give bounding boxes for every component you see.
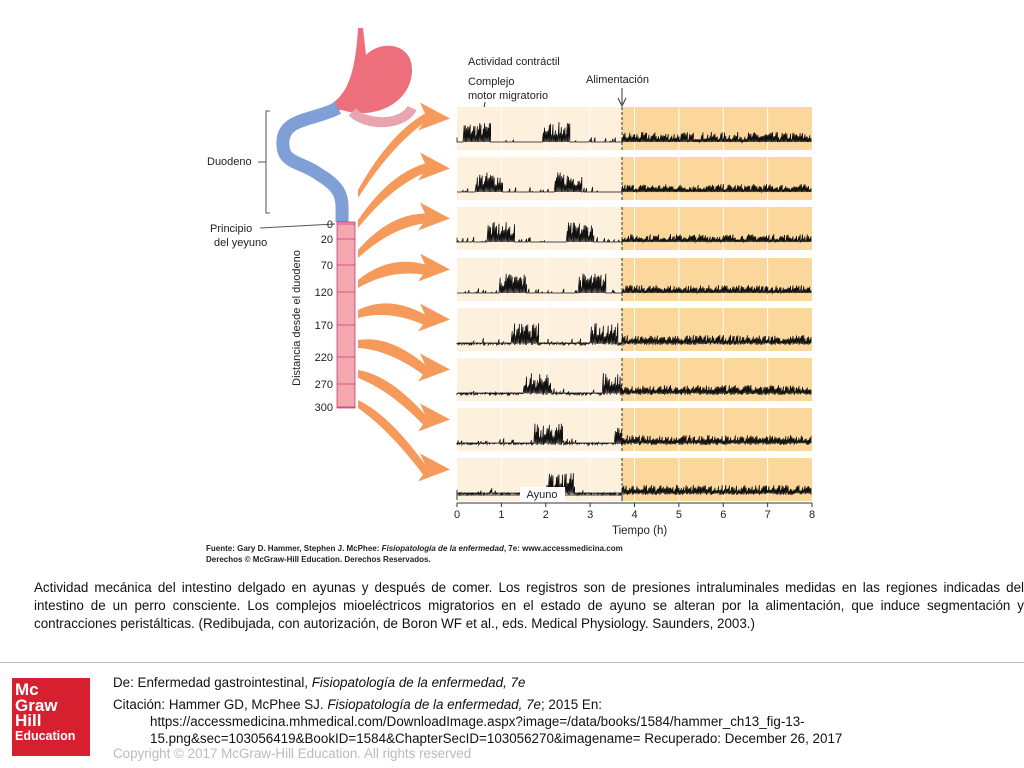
logo-text: Mc xyxy=(15,680,39,699)
logo-text: Education xyxy=(15,728,76,743)
time-tick-label: 7 xyxy=(765,509,771,521)
from-line: De: Enfermedad gastrointestinal, Fisiopa… xyxy=(113,675,526,690)
time-tick-label: 2 xyxy=(543,509,549,521)
time-tick-label: 4 xyxy=(631,509,637,521)
distance-label: 270 xyxy=(315,379,333,391)
fasting-region xyxy=(457,157,622,200)
time-tick-label: 0 xyxy=(454,509,460,521)
fasting-region xyxy=(457,207,622,250)
jejunum-bar xyxy=(336,221,356,409)
mmc-label: Complejo xyxy=(468,76,514,88)
arrow xyxy=(358,152,450,228)
time-tick-label: 3 xyxy=(587,509,593,521)
distance-label: 20 xyxy=(321,234,333,246)
time-axis-label: Tiempo (h) xyxy=(612,525,667,537)
pressure-trace xyxy=(457,273,812,295)
fed-region xyxy=(622,107,812,150)
pressure-trace xyxy=(456,373,812,397)
logo-text: Graw xyxy=(15,695,58,715)
duodenum-label: Duodeno xyxy=(207,156,252,168)
url: https://accessmedicina.mhmedical.com/Dow… xyxy=(150,714,805,729)
stomach-lower xyxy=(348,105,417,128)
distance-label: 70 xyxy=(321,260,333,272)
arrow xyxy=(358,303,450,332)
copyright: Copyright © 2017 McGraw-Hill Education. … xyxy=(113,746,472,761)
source-rights: Derechos © McGraw-Hill Education. Derech… xyxy=(206,555,431,564)
citation: Citación: Hammer GD, McPhee SJ. Fisiopat… xyxy=(113,697,603,712)
arrow xyxy=(358,400,450,482)
time-tick-label: 1 xyxy=(498,509,504,521)
arrow xyxy=(358,253,450,288)
figure: Duodeno Principio del yeyuno Distancia d… xyxy=(206,28,815,564)
jejunum-label: del yeyuno xyxy=(214,237,267,249)
distance-axis-label: Distancia desde el duodeno xyxy=(291,250,303,386)
logo: Mc Graw Hill Education xyxy=(12,678,90,756)
arrow xyxy=(358,370,450,432)
pressure-trace xyxy=(457,172,812,194)
duodenum xyxy=(276,102,349,223)
divider xyxy=(0,662,1024,663)
mmc-label: motor migratorio xyxy=(468,90,548,102)
pressure-trace xyxy=(456,473,812,497)
jejunum-pointer xyxy=(259,223,336,229)
distance-label: 170 xyxy=(315,320,333,332)
fed-region xyxy=(622,308,812,351)
logo-text: Hill xyxy=(15,711,42,730)
distance-label: 120 xyxy=(315,287,333,299)
pressure-trace xyxy=(456,323,812,347)
arrow xyxy=(358,339,450,382)
feeding-arrow xyxy=(617,88,627,108)
fed-region xyxy=(622,157,812,200)
pressure-trace xyxy=(456,423,812,447)
caption: Actividad mecánica del intestino delgado… xyxy=(34,580,1024,631)
time-tick-label: 5 xyxy=(676,509,682,521)
fasting-region xyxy=(457,408,622,451)
fed-region xyxy=(622,258,812,301)
pressure-trace xyxy=(456,221,812,244)
jejunum-label: Principio xyxy=(210,223,252,235)
duodenum-bracket xyxy=(258,110,270,214)
pressure-trace xyxy=(456,122,812,144)
distance-label: 300 xyxy=(315,402,333,414)
time-tick-label: 6 xyxy=(720,509,726,521)
distance-label: 0 xyxy=(327,219,333,231)
fasting-label: Ayuno xyxy=(527,489,558,501)
arrow xyxy=(358,202,450,258)
source: Fuente: Gary D. Hammer, Stephen J. McPhe… xyxy=(206,544,623,553)
contractile-label: Actividad contráctil xyxy=(468,56,560,68)
url: 15.png&sec=103056419&BookID=1584&Chapter… xyxy=(150,731,843,746)
fed-region xyxy=(622,207,812,250)
fasting-label-bg xyxy=(520,487,565,501)
arrow xyxy=(358,102,450,198)
time-tick-label: 8 xyxy=(809,509,815,521)
feeding-label: Alimentación xyxy=(586,74,649,86)
fasting-region xyxy=(457,107,622,150)
stomach xyxy=(330,28,412,114)
distance-label: 220 xyxy=(315,352,333,364)
